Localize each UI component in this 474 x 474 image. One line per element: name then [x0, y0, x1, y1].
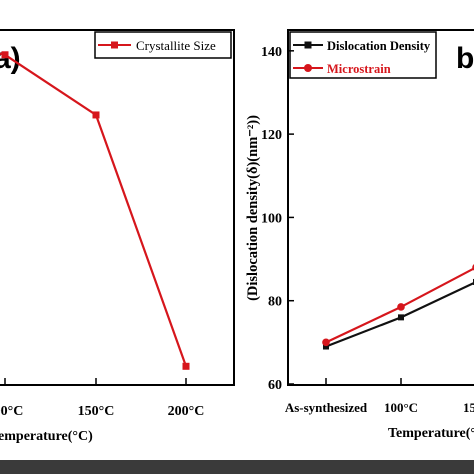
panel-b-dislocation-point: [323, 343, 329, 350]
panel-a-data-point: [1, 51, 9, 59]
panel-a-data-point: [182, 362, 190, 370]
panel-a-data-point: [92, 111, 100, 119]
panel-b-legend-label-2: Microstrain: [327, 62, 391, 76]
panel-b-series: [322, 264, 474, 350]
panel-a-x-tick-label: 200°C: [168, 404, 205, 419]
panel-b-letter: b: [456, 42, 474, 75]
panel-b-legend: Dislocation Density Microstrain: [289, 31, 437, 79]
panel-b-x-tick-label: 15: [463, 400, 474, 415]
panel-a-legend: Crystallite Size: [94, 31, 232, 59]
panel-b-microstrain-point: [397, 303, 405, 311]
panel-a-x-tick-label: 100°C: [0, 404, 23, 419]
panel-b-x-tick-labels: As-synthesized 100°C 15: [285, 400, 474, 415]
bottom-border-band: [0, 460, 474, 474]
panel-b-y-tick-label: 120: [261, 128, 282, 143]
panel-a-x-axis-label: Temperature(°C): [0, 429, 93, 444]
panel-b-dislocation-point: [398, 314, 404, 321]
panel-b-legend-label-1: Dislocation Density: [327, 39, 431, 53]
panel-b-x-ticks: [325, 378, 402, 384]
panel-b-y-tick-label: 140: [261, 45, 282, 60]
panel-b-plot-frame: [287, 29, 474, 386]
panel-a-series: [0, 51, 190, 370]
panel-b-x-tick-label: 100°C: [384, 400, 418, 415]
panel-b-y-ticks: [288, 50, 294, 385]
panel-b-microstrain-point: [322, 338, 330, 347]
panel-a-legend-label: Crystallite Size: [136, 38, 216, 53]
panel-b-dislocation-line: [325, 281, 474, 348]
panel-a-legend-marker: [111, 41, 118, 49]
panel-a-x-ticks: [4, 378, 187, 384]
panel-a-plot-frame: [0, 29, 235, 386]
panel-b-y-tick-label: 100: [261, 211, 282, 226]
panel-a-x-tick-label: 150°C: [78, 404, 115, 419]
panel-a-x-tick-labels: 100°C 150°C 200°C: [0, 404, 204, 419]
panel-b-x-axis-label: Temperature(°C: [388, 426, 474, 441]
panel-a-series-line: [0, 52, 188, 367]
panel-b-y-tick-label: 60: [268, 378, 282, 393]
panel-b-y-tick-label: 80: [268, 295, 282, 310]
panel-b-legend-marker-2: [304, 64, 312, 72]
panel-b-y-tick-labels: 60 80 100 120 140: [261, 45, 282, 393]
panel-b: b Dislocation Density Microstrain 60 80 10…: [245, 29, 474, 441]
panel-b-y-axis-label: (Dislocation density(δ)(nm⁻²)): [245, 115, 261, 301]
panel-b-x-tick-label: As-synthesized: [285, 400, 368, 415]
panel-b-legend-marker-1: [304, 41, 312, 49]
panel-b-legend-box: [289, 31, 437, 79]
